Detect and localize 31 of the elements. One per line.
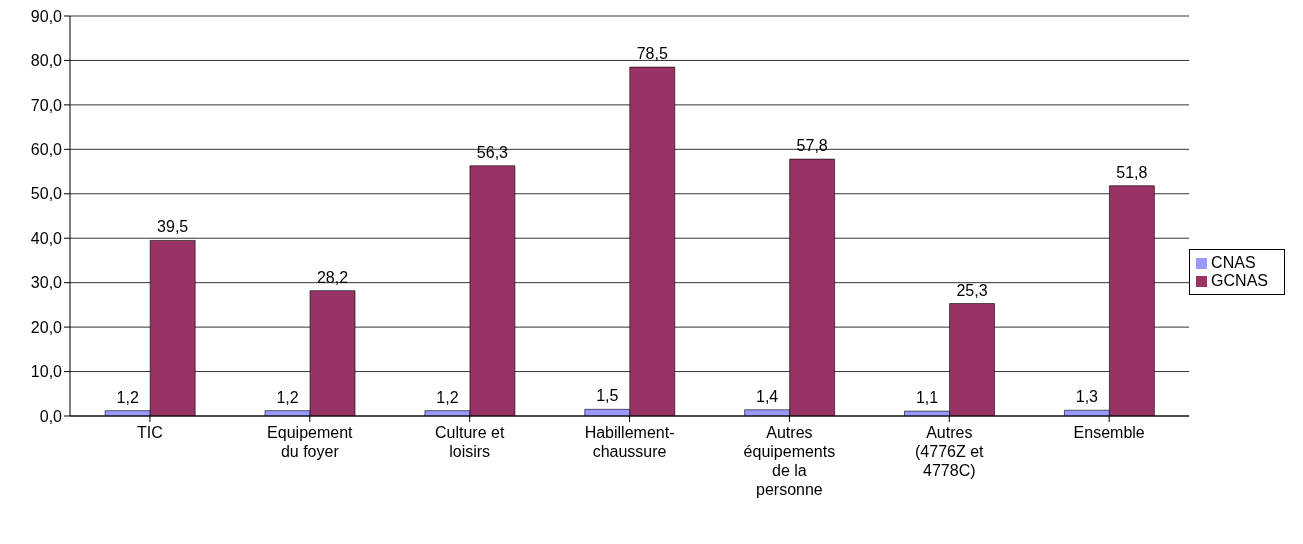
x-tick-label: Habillement-chaussure: [584, 424, 675, 460]
data-label: 28,2: [316, 268, 349, 286]
y-tick-label: 80,0: [30, 52, 63, 70]
y-tick-label: 90,0: [30, 7, 63, 25]
data-label: 1,2: [276, 388, 299, 406]
y-tick-label: 40,0: [30, 229, 63, 247]
y-tick-label: 70,0: [30, 96, 63, 114]
y-tick-label: 30,0: [30, 274, 63, 292]
data-label: 51,8: [1116, 163, 1148, 181]
y-tick-label: 0,0: [39, 407, 63, 425]
x-tick-label: Autres équipements de la personne: [743, 424, 836, 498]
legend-label: CNAS: [1211, 254, 1256, 271]
legend-label: GCNAS: [1211, 272, 1268, 289]
x-tick-label: TIC: [137, 424, 163, 441]
x-tick-label: Ensemble: [1073, 424, 1145, 441]
y-tick-label: 60,0: [30, 141, 63, 159]
data-label: 1,5: [596, 387, 619, 405]
data-label: 1,3: [1075, 388, 1099, 406]
y-tick-label: 50,0: [30, 185, 63, 203]
x-tick-label: Culture et loisirs: [434, 424, 505, 460]
data-label: 39,5: [157, 218, 189, 236]
data-label: 1,1: [915, 389, 939, 407]
data-label: 78,5: [636, 45, 668, 63]
data-label: 1,2: [116, 388, 139, 406]
y-tick-label: 10,0: [30, 363, 63, 381]
x-tick-label: Autres (4776Z et 4778C): [915, 424, 985, 479]
y-tick-label: 20,0: [30, 318, 63, 336]
x-tick-label: Equipement du foyer: [267, 424, 354, 460]
data-label: 1,4: [756, 387, 779, 405]
data-label: 1,2: [436, 388, 459, 406]
data-label: 25,3: [956, 281, 988, 299]
